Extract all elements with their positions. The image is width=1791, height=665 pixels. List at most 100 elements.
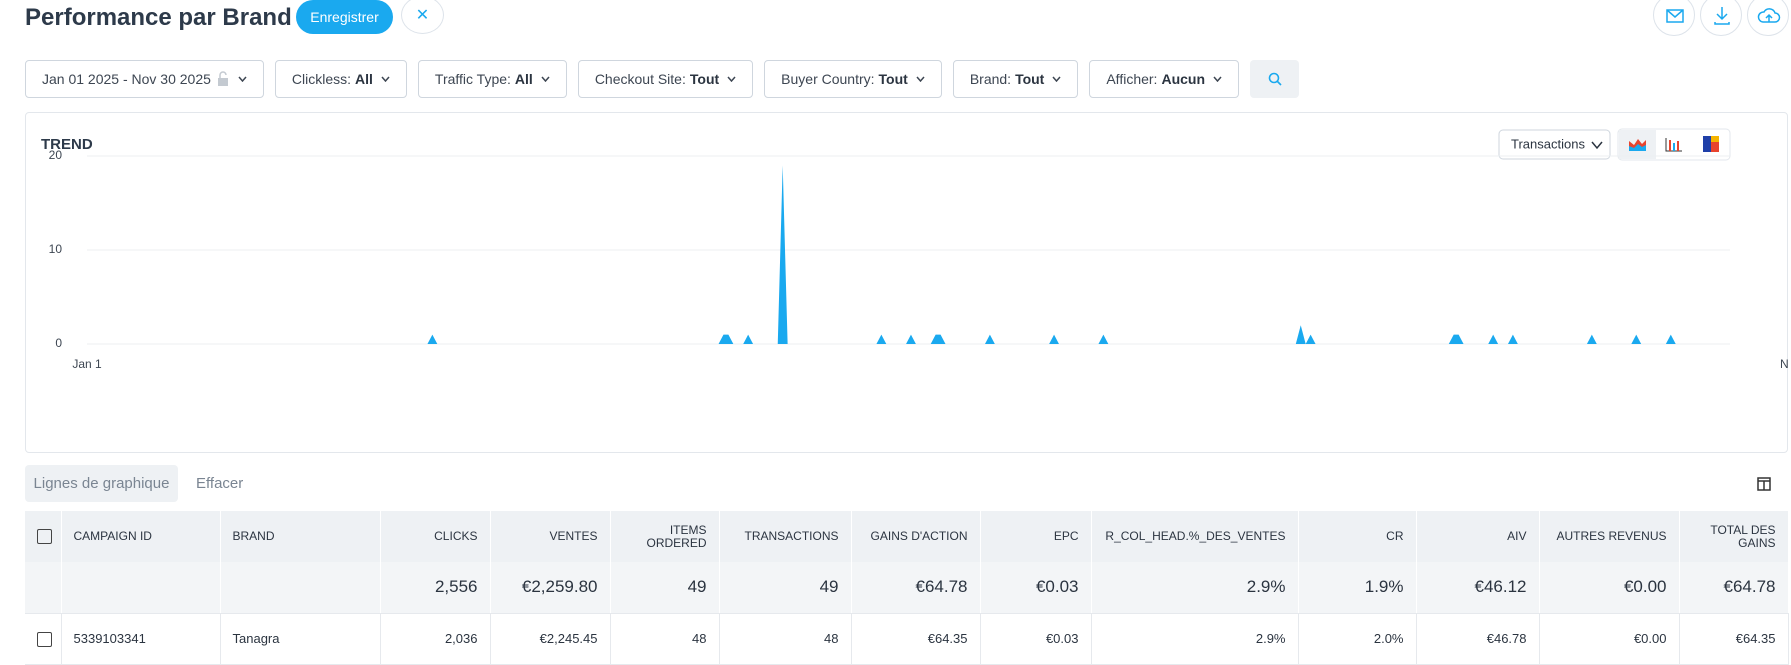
y-tick-label: 10 xyxy=(49,242,63,256)
y-tick-label: 20 xyxy=(49,148,63,162)
filter-value: Aucun xyxy=(1161,71,1206,87)
filter-label: Clickless: xyxy=(291,71,352,87)
select-all[interactable] xyxy=(25,511,62,562)
column-header: AIV xyxy=(1416,511,1540,562)
table-cell: €0.03 xyxy=(980,613,1092,665)
filter-pill[interactable]: Brand: Tout xyxy=(952,60,1079,98)
total-cell: 2,556 xyxy=(380,562,491,614)
filter-pill[interactable]: Clickless: All xyxy=(274,60,407,98)
chevron xyxy=(727,76,736,82)
area xyxy=(87,165,1730,344)
table-cell: 5339103341 xyxy=(61,613,221,665)
table-cell: 2.0% xyxy=(1298,613,1417,665)
filter-value: Tout xyxy=(1015,71,1045,87)
column-header: BRAND xyxy=(220,511,381,562)
chart: TREND Transactions 0 10 20 Jan 1 Nov 30 xyxy=(41,128,1791,371)
chart-lines-tab[interactable]: Lignes de graphique xyxy=(25,465,178,502)
header-row: CAMPAIGN ID BRAND CLICKS VENTES ITEMS ORDERE… xyxy=(25,511,1789,562)
total-cell: €64.78 xyxy=(851,562,981,614)
chart-panel: TREND Transactions 0 10 20 Jan 1 Nov 30 xyxy=(25,112,1791,453)
table-cell: €2,245.45 xyxy=(490,613,611,665)
table-cell: €0.00 xyxy=(1539,613,1680,665)
column-header: R_COL_HEAD.%_DES_VENTES xyxy=(1091,511,1299,562)
search-button[interactable] xyxy=(1250,60,1300,98)
table-cell: 48 xyxy=(610,613,720,665)
filter-label: Afficher: xyxy=(1106,71,1158,87)
chevron xyxy=(916,76,925,82)
filter-value: Tout xyxy=(689,71,720,87)
column-header: TRANSACTIONS xyxy=(719,511,852,562)
filter-pill[interactable]: Checkout Site: Tout xyxy=(577,60,754,98)
x-tick-label: Jan 1 xyxy=(72,357,102,371)
table-cell: €64.35 xyxy=(1679,613,1789,665)
columns-icon[interactable] xyxy=(1757,477,1771,491)
clear-tab[interactable]: Effacer xyxy=(196,475,244,492)
email-button[interactable] xyxy=(1653,0,1695,36)
close-button[interactable]: ✕ xyxy=(401,0,444,34)
filter-bar: Jan 01 2025 - Nov 30 2025 Clickless: All T… xyxy=(25,60,1300,98)
table-cell: €46.78 xyxy=(1416,613,1540,665)
table-cell: 2,036 xyxy=(380,613,491,665)
chevron xyxy=(1052,76,1061,82)
column-header: GAINS D'ACTION xyxy=(851,511,981,562)
filter-label: Checkout Site: xyxy=(594,71,686,87)
total-cell: 49 xyxy=(719,562,852,614)
filter-value: All xyxy=(514,71,533,87)
total-cell: €46.12 xyxy=(1416,562,1540,614)
save-button[interactable]: Enregistrer xyxy=(296,0,393,34)
download-icon xyxy=(1714,7,1730,25)
chevron xyxy=(541,76,550,82)
lock-icon xyxy=(217,71,228,86)
totals-row: 2,556 €2,259.80 49 49 €64.78 €0.03 2.9% 1.9% €46… xyxy=(25,562,1789,614)
row-select[interactable] xyxy=(25,613,62,665)
email-icon xyxy=(1666,9,1684,23)
search-icon xyxy=(1268,72,1282,86)
cloud-icon xyxy=(1757,8,1781,23)
bar-icon xyxy=(1677,141,1679,151)
column-header: TOTAL DES GAINS xyxy=(1679,511,1789,562)
chevron xyxy=(238,76,247,82)
x-tick-label: Nov 30 xyxy=(1780,357,1789,371)
download-button[interactable] xyxy=(1700,0,1742,36)
column-header: CLICKS xyxy=(380,511,491,562)
total-cell: 2.9% xyxy=(1091,562,1299,614)
empty-cell xyxy=(25,562,62,614)
table-cell: 48 xyxy=(719,613,852,665)
column-header: CAMPAIGN ID xyxy=(61,511,221,562)
bar-icon[interactable] xyxy=(1665,138,1682,152)
column-header: VENTES xyxy=(490,511,611,562)
column-header: EPC xyxy=(980,511,1092,562)
page-title: Performance par Brand xyxy=(25,4,292,31)
stack-icon[interactable] xyxy=(1703,136,1711,152)
filter-label: Buyer Country: xyxy=(781,71,875,87)
y-tick-label: 0 xyxy=(55,336,62,350)
chevron xyxy=(1591,141,1603,150)
filter-value: All xyxy=(355,71,373,87)
empty-cell xyxy=(61,562,221,614)
filter-label: Traffic Type: xyxy=(434,71,511,87)
stack-icon xyxy=(1711,136,1719,142)
column-header: ITEMS ORDERED xyxy=(610,511,720,562)
table-row: 5339103341 Tanagra 2,036 €2,245.45 48 48 €64.3… xyxy=(25,613,1789,665)
bar-icon xyxy=(1669,140,1671,151)
area-icon xyxy=(1629,144,1646,151)
column-header: AUTRES REVENUS xyxy=(1539,511,1680,562)
cloud-button[interactable] xyxy=(1747,0,1789,36)
bar-icon xyxy=(1673,143,1675,151)
table-cell: 2.9% xyxy=(1091,613,1299,665)
metric-label: Transactions xyxy=(1511,136,1585,151)
data-table: CAMPAIGN ID BRAND CLICKS VENTES ITEMS ORDERE… xyxy=(25,511,1789,665)
total-cell: €0.03 xyxy=(980,562,1092,614)
filter-pill[interactable]: Afficher: Aucun xyxy=(1089,60,1240,98)
filter-pill[interactable]: Buyer Country: Tout xyxy=(764,60,942,98)
column-header: CR xyxy=(1298,511,1417,562)
chart-title: TREND xyxy=(41,136,93,153)
chevron xyxy=(381,76,390,82)
date-filter[interactable]: Jan 01 2025 - Nov 30 2025 xyxy=(25,60,264,98)
filter-value: Tout xyxy=(878,71,908,87)
metric-dropdown[interactable] xyxy=(1498,129,1611,160)
total-cell: €2,259.80 xyxy=(490,562,611,614)
table-cell: €64.35 xyxy=(851,613,981,665)
filter-pill[interactable]: Traffic Type: All xyxy=(417,60,567,98)
